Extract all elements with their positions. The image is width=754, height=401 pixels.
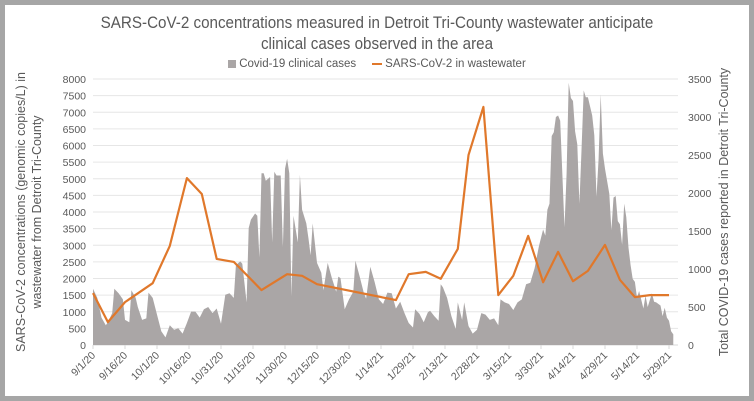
left-y-tick-label: 4500 bbox=[63, 190, 87, 202]
left-y-tick-label: 5000 bbox=[63, 174, 87, 186]
x-tick-label: 2/28/21 bbox=[449, 350, 482, 383]
left-y-tick-label: 5500 bbox=[63, 157, 87, 169]
right-y-tick-label: 2500 bbox=[688, 150, 712, 162]
left-y-tick-label: 0 bbox=[80, 340, 86, 352]
legend-swatch-wastewater bbox=[372, 63, 383, 65]
wastewater-line-series bbox=[92, 105, 670, 324]
left-y-axis-title-line-1: SARS-CoV-2 concentrations (genomic copie… bbox=[14, 72, 28, 352]
x-tick-label: 9/16/20 bbox=[97, 350, 130, 383]
legend-label-cases: Covid-19 clinical cases bbox=[239, 58, 357, 70]
left-y-tick-label: 500 bbox=[68, 323, 86, 335]
right-y-tick-label: 1000 bbox=[688, 264, 712, 276]
chart-title-line-2: clinical cases observed in the area bbox=[260, 35, 494, 53]
wastewater-line bbox=[92, 105, 669, 324]
left-y-tick-label: 6500 bbox=[63, 124, 87, 136]
right-y-tick-label: 500 bbox=[688, 302, 706, 314]
left-y-tick-label: 2500 bbox=[63, 257, 87, 269]
left-y-tick-label: 4000 bbox=[63, 207, 87, 219]
x-tick-label: 1/14/21 bbox=[353, 350, 386, 383]
left-y-tick-label: 8000 bbox=[63, 74, 87, 86]
right-y-tick-label: 3500 bbox=[688, 74, 712, 86]
left-y-axis-title-line-2: wastewater from Detroit Tri-County bbox=[30, 115, 44, 310]
legend-item-wastewater: SARS-CoV-2 in wastewater bbox=[372, 58, 526, 70]
x-tick-label: 3/15/21 bbox=[481, 350, 514, 383]
x-tick-label: 1/29/21 bbox=[385, 350, 418, 383]
left-y-axis: 0 500 1000 1500 2000 2500 3000 3500 4000 4500 5000… bbox=[63, 74, 87, 352]
cases-area bbox=[93, 82, 674, 346]
right-y-axis: 0 500 1000 1500 2000 2500 3000 3500 bbox=[688, 74, 712, 352]
x-tick-label: 10/31/20 bbox=[189, 350, 226, 387]
x-tick-label: 3/30/21 bbox=[513, 350, 546, 383]
left-y-tick-label: 6000 bbox=[63, 141, 87, 153]
x-tick-label: 5/29/21 bbox=[641, 350, 674, 383]
right-y-axis-title: Total COVID-19 cases reported in Detroit… bbox=[717, 67, 731, 356]
right-y-tick-label: 1500 bbox=[688, 226, 712, 238]
right-y-tick-label: 0 bbox=[688, 340, 694, 352]
left-y-tick-label: 1000 bbox=[63, 307, 87, 319]
legend-swatch-cases bbox=[228, 60, 237, 68]
x-tick-label: 4/29/21 bbox=[577, 350, 610, 383]
left-y-tick-label: 1500 bbox=[63, 290, 87, 302]
left-y-tick-label: 3500 bbox=[63, 224, 87, 236]
x-tick-label: 11/30/20 bbox=[253, 350, 290, 387]
chart-title-line-1: SARS-CoV-2 concentrations measured in De… bbox=[100, 14, 654, 32]
x-tick-label: 9/1/20 bbox=[69, 350, 98, 379]
left-y-tick-label: 3000 bbox=[63, 240, 87, 252]
x-tick-label: 10/16/20 bbox=[157, 350, 194, 387]
x-axis: 9/1/209/16/2010/1/2010/16/2010/31/2011/1… bbox=[69, 345, 674, 387]
legend-label-wastewater: SARS-CoV-2 in wastewater bbox=[385, 58, 526, 70]
right-y-tick-label: 3000 bbox=[688, 112, 712, 124]
x-tick-label: 12/30/20 bbox=[317, 350, 354, 387]
right-y-tick-label: 2000 bbox=[688, 188, 712, 200]
x-tick-label: 11/15/20 bbox=[221, 350, 258, 387]
left-y-tick-label: 7500 bbox=[63, 91, 87, 103]
left-y-tick-label: 7000 bbox=[63, 107, 87, 119]
legend-item-cases: Covid-19 clinical cases bbox=[228, 58, 356, 70]
x-tick-label: 5/14/21 bbox=[609, 350, 642, 383]
cases-area-series bbox=[93, 82, 674, 346]
x-tick-label: 12/15/20 bbox=[285, 350, 322, 387]
left-y-tick-label: 2000 bbox=[63, 274, 87, 286]
x-tick-label: 4/14/21 bbox=[545, 350, 578, 383]
legend: Covid-19 clinical cases SARS-CoV-2 in wa… bbox=[0, 58, 754, 70]
x-tick-label: 2/13/21 bbox=[417, 350, 450, 383]
